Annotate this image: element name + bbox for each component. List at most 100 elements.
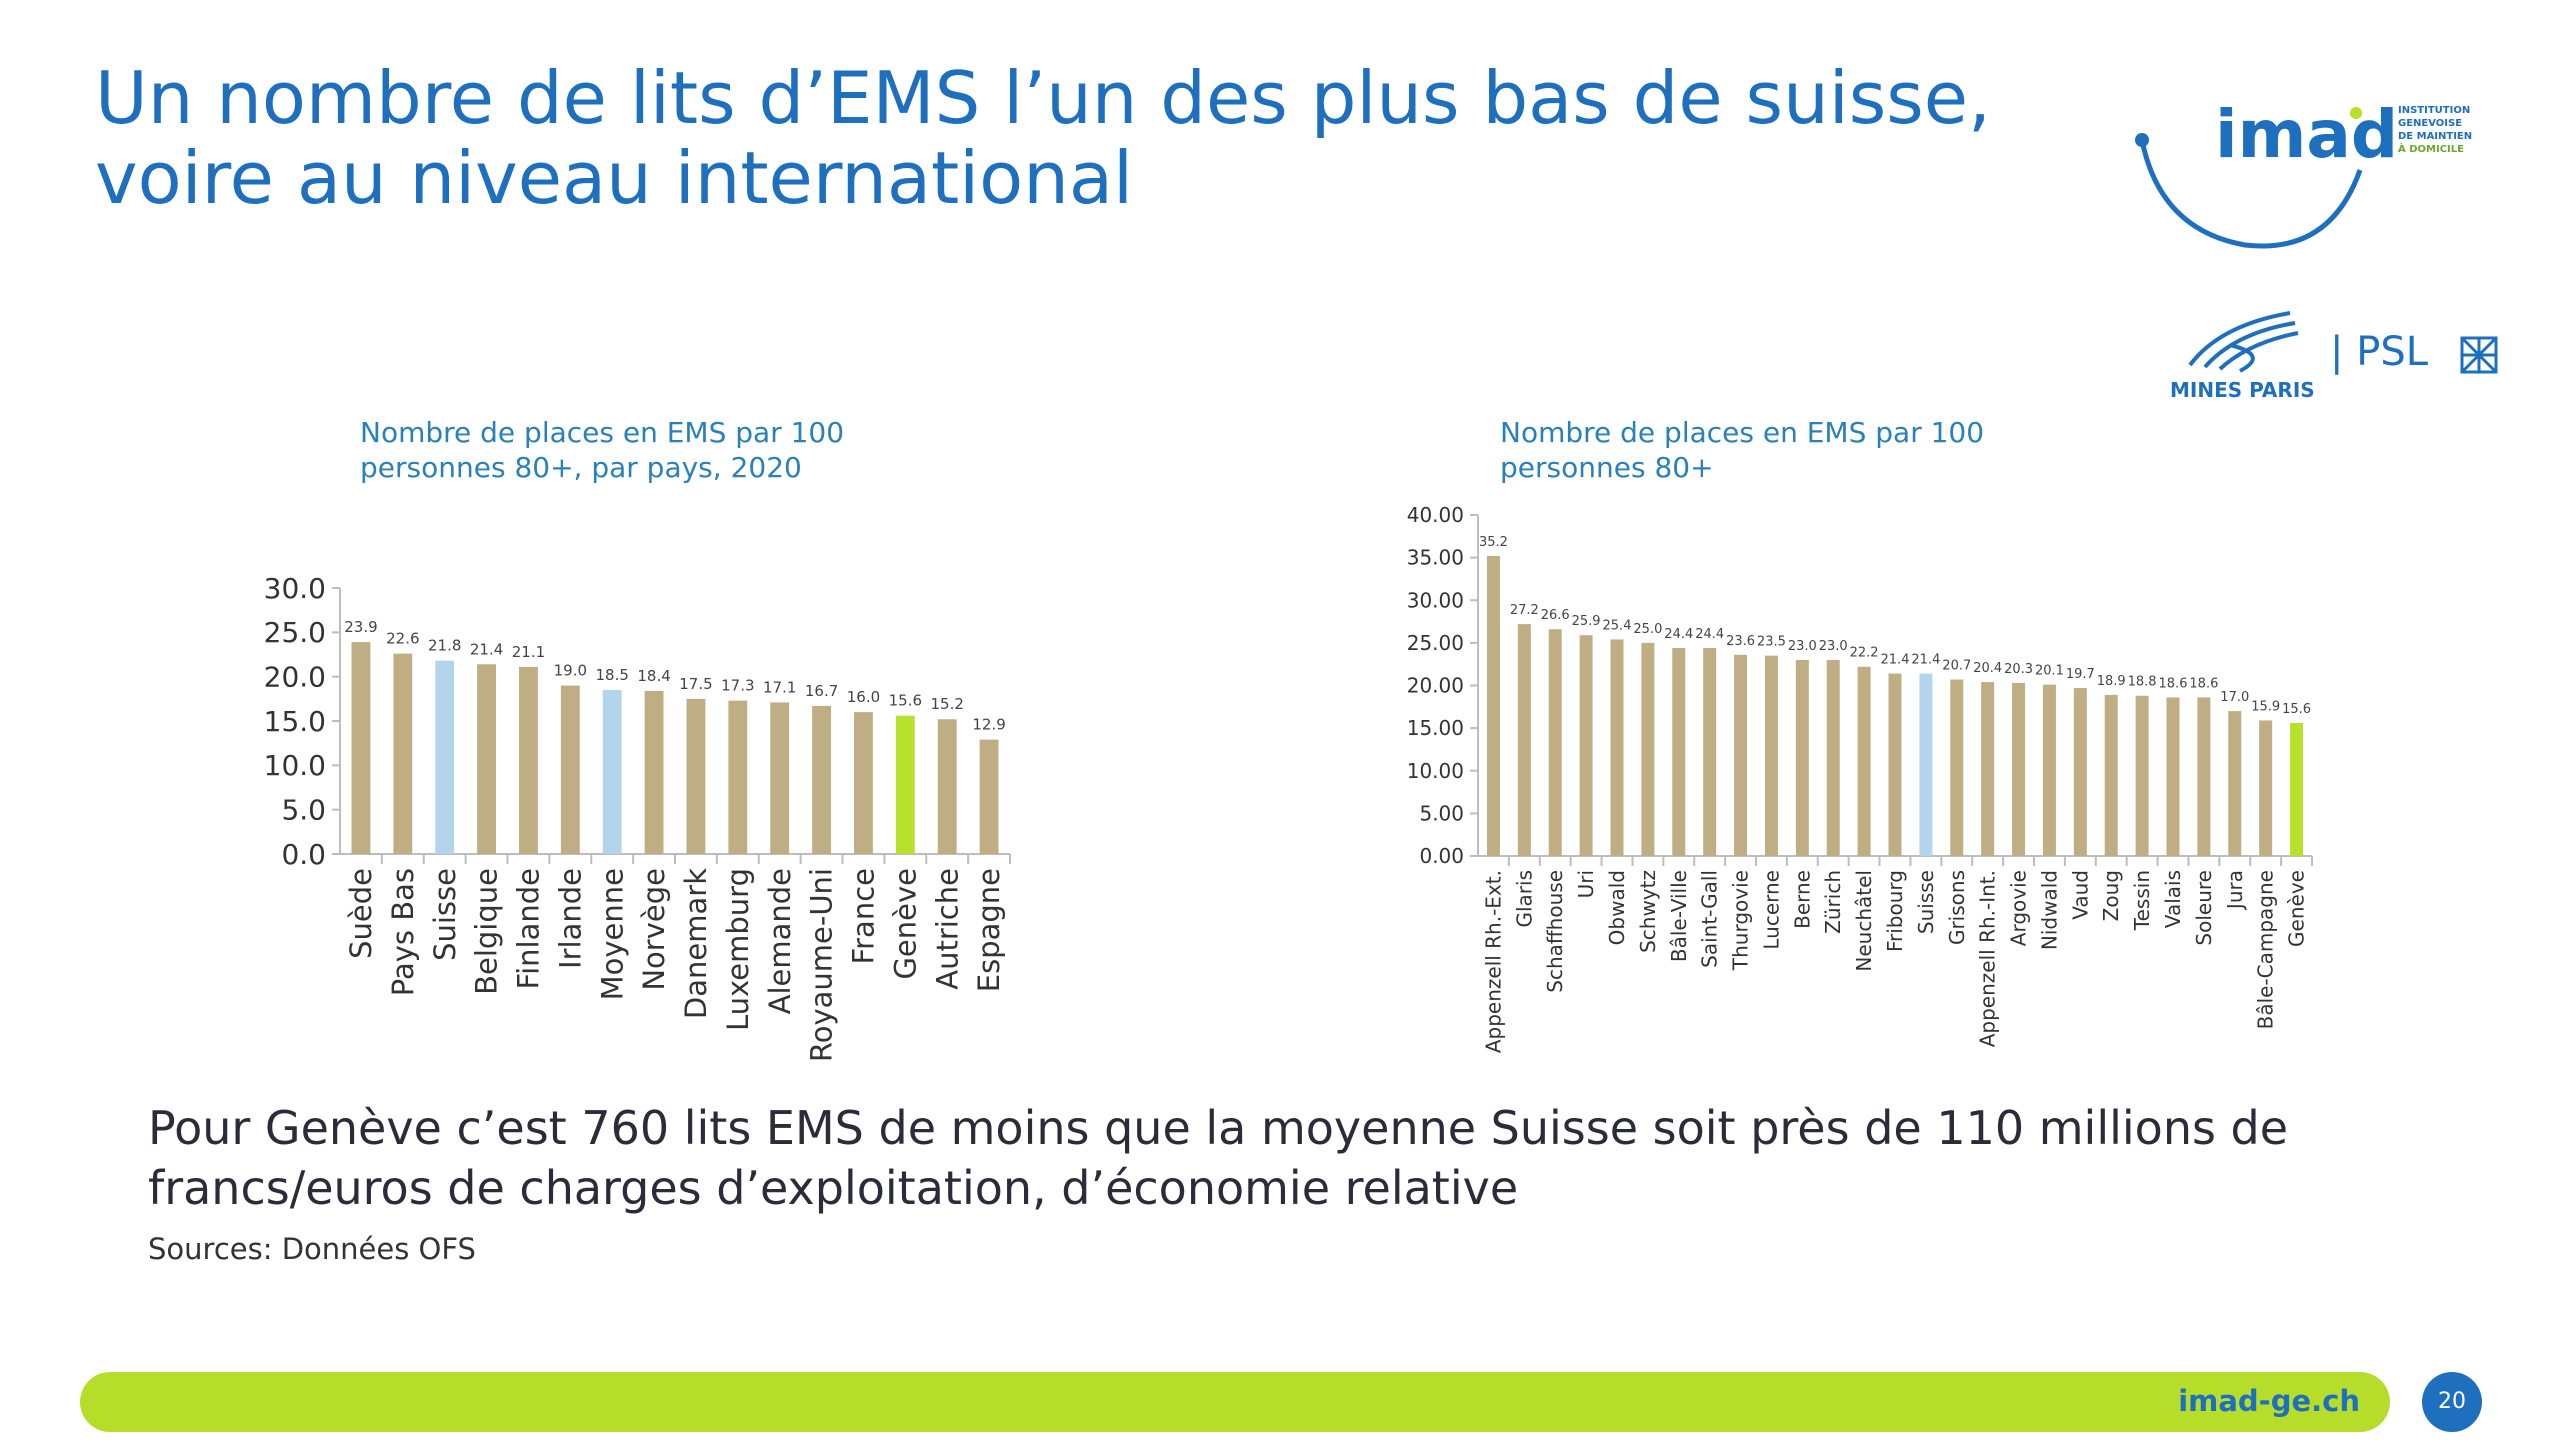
bar	[2012, 682, 2026, 856]
data-label: 19.7	[2066, 667, 2095, 682]
slide-title-line-1: Un nombre de lits d’EMS l’un des plus ba…	[95, 56, 1991, 140]
x-tick-label: Moyenne	[595, 868, 629, 1000]
data-label: 18.6	[2189, 676, 2218, 691]
data-label: 15.6	[889, 692, 922, 710]
sources-text: Sources: Données OFS	[148, 1232, 476, 1266]
y-tick-label: 10.00	[1407, 759, 1464, 783]
x-tick-label: Vaud	[2068, 870, 2092, 920]
bar	[2073, 688, 2087, 856]
data-label: 20.4	[1973, 661, 2002, 676]
x-tick-label: Genève	[2285, 870, 2309, 947]
y-tick-label: 15.00	[1407, 716, 1464, 740]
bar	[1579, 635, 1593, 856]
x-tick-label: Danemark	[679, 868, 713, 1019]
x-tick-label: Thurgovie	[1729, 870, 1753, 971]
bar	[686, 698, 706, 854]
bar	[1919, 673, 1933, 856]
data-label: 23.6	[1726, 634, 1755, 649]
bar	[1703, 647, 1717, 856]
bar	[895, 715, 915, 854]
chart-1-title: Nombre de places en EMS par 100 personne…	[360, 415, 844, 485]
bar	[2104, 694, 2118, 856]
bar	[560, 685, 580, 854]
x-tick-label: Nidwald	[2037, 870, 2061, 950]
data-label: 21.1	[512, 643, 545, 661]
bar	[1672, 647, 1686, 856]
x-tick-label: Finlande	[512, 868, 546, 989]
bar	[1641, 642, 1655, 856]
bar	[1950, 679, 1964, 856]
data-label: 22.2	[1850, 646, 1879, 661]
chart-1-title-line-2: personnes 80+, par pays, 2020	[360, 451, 802, 484]
data-label: 18.9	[2097, 674, 2126, 689]
data-label: 23.9	[344, 618, 377, 636]
x-tick-label: Berne	[1790, 870, 1814, 929]
x-tick-label: Alemande	[763, 868, 797, 1014]
x-tick-label: Neuchâtel	[1852, 870, 1876, 972]
bar	[1486, 555, 1500, 856]
chart-2-title-line-1: Nombre de places en EMS par 100	[1500, 416, 1985, 449]
bar	[1826, 659, 1840, 856]
x-tick-label: Suisse	[428, 868, 462, 961]
bar	[854, 712, 873, 854]
x-tick-label: Norvège	[637, 868, 671, 991]
slide-title: Un nombre de lits d’EMS l’un des plus ba…	[95, 58, 1991, 218]
psl-emblem-icon	[2460, 336, 2498, 374]
data-label: 18.4	[637, 667, 670, 685]
data-label: 25.4	[1603, 618, 1632, 633]
data-label: 21.8	[428, 637, 461, 655]
data-label: 16.0	[847, 688, 880, 706]
data-label: 23.5	[1757, 635, 1786, 650]
bar	[2135, 695, 2149, 856]
x-tick-label: Valais	[2161, 870, 2185, 928]
x-tick-label: Tessin	[2130, 870, 2154, 931]
bar	[1517, 624, 1531, 856]
bar	[435, 660, 455, 854]
y-tick-label: 0.0	[281, 838, 326, 871]
footer-website-link[interactable]: imad-ge.ch	[2178, 1384, 2360, 1418]
data-label: 15.6	[2282, 702, 2311, 717]
bar	[1734, 654, 1748, 856]
data-label: 18.8	[2128, 675, 2157, 690]
conclusion-text: Pour Genève c’est 760 lits EMS de moins …	[148, 1101, 2289, 1215]
data-label: 16.7	[805, 682, 838, 700]
data-label: 24.4	[1664, 627, 1693, 642]
bar	[770, 702, 790, 854]
data-label: 18.6	[2159, 676, 2188, 691]
data-label: 35.2	[1479, 535, 1508, 550]
imad-logo-sub-1: INSTITUTION	[2398, 105, 2470, 116]
bar	[351, 642, 371, 854]
x-tick-label: Bâle-Ville	[1667, 870, 1691, 962]
imad-logo-word: imad	[2215, 96, 2398, 173]
x-tick-label: Pays Bas	[386, 868, 420, 996]
bar	[602, 689, 622, 854]
data-label: 26.6	[1541, 608, 1570, 623]
x-tick-label: Belgique	[470, 868, 504, 995]
data-label: 27.2	[1510, 603, 1539, 618]
data-label: 25.9	[1572, 614, 1601, 629]
bar	[1981, 682, 1995, 856]
imad-logo: imad INSTITUTION GENEVOISE DE MAINTIEN À…	[2135, 96, 2472, 249]
x-tick-label: Suisse	[1914, 870, 1938, 934]
bar	[2197, 697, 2211, 856]
x-tick-label: Schaffhouse	[1543, 870, 1567, 993]
bar	[1548, 629, 1562, 856]
slide-title-line-2: voire au niveau international	[95, 136, 1133, 220]
data-label: 15.2	[930, 695, 963, 713]
y-tick-label: 10.0	[264, 749, 326, 782]
data-label: 21.4	[1911, 653, 1940, 668]
imad-logo-sub-4: À DOMICILE	[2398, 142, 2464, 155]
chart-countries: 0.0 5.0 10.0 15.0 20.0 25.0 30.0 23.9 Suède 22.6 P…	[264, 572, 1011, 1062]
y-tick-label: 20.0	[264, 660, 326, 693]
y-tick-label: 25.0	[264, 616, 326, 649]
chart-1-title-line-1: Nombre de places en EMS par 100	[360, 416, 845, 449]
data-label: 17.3	[721, 677, 754, 695]
psl-label: | PSL	[2330, 329, 2429, 375]
bar	[1610, 639, 1624, 856]
bar	[477, 664, 496, 854]
x-tick-label: Glaris	[1512, 870, 1536, 928]
y-tick-label: 30.0	[264, 572, 326, 605]
x-tick-label: Jura	[2223, 870, 2247, 911]
bar	[979, 739, 999, 854]
data-label: 17.1	[763, 678, 796, 696]
